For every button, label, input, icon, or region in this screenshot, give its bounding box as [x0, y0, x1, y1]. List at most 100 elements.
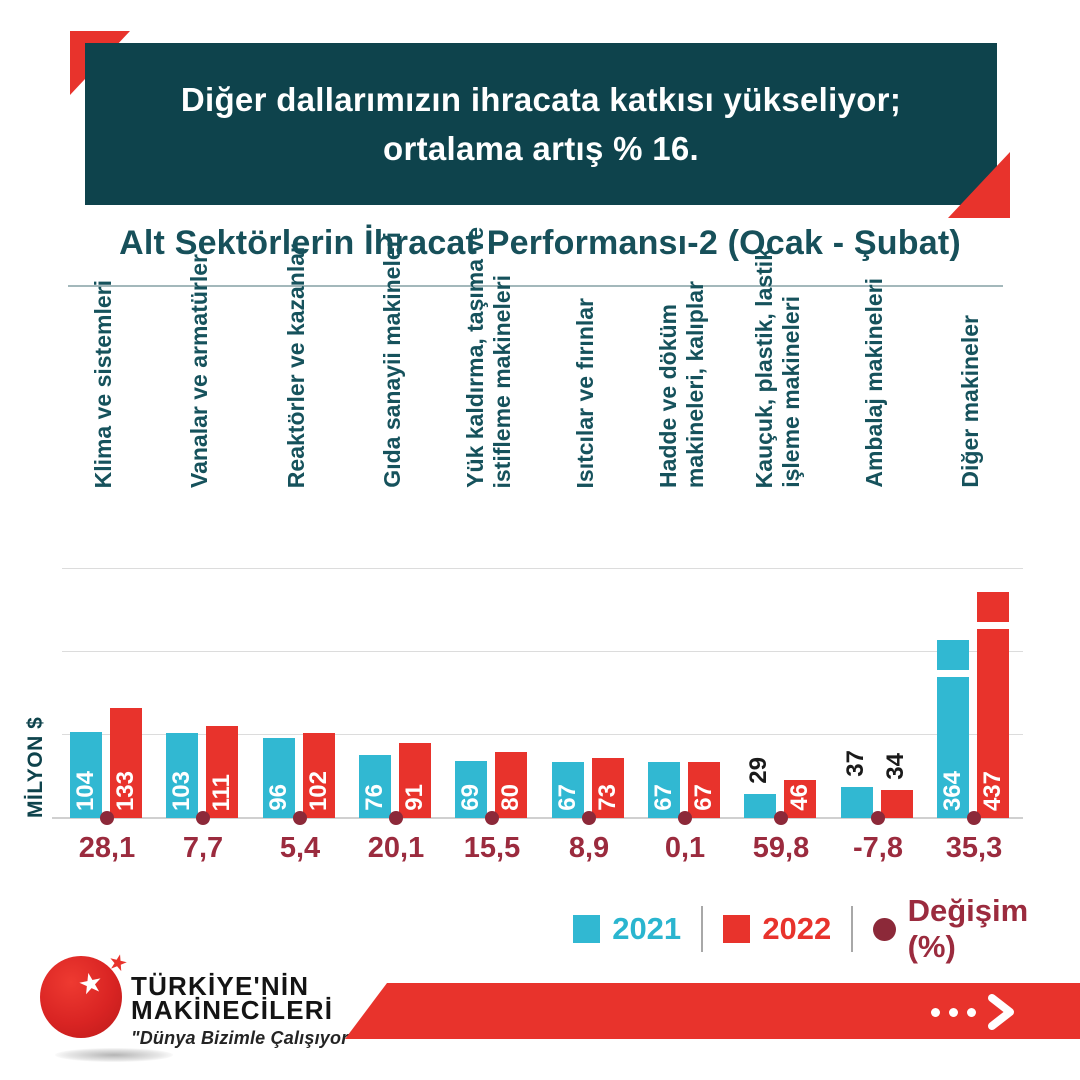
change-dot-icon: [485, 811, 499, 825]
bar-value-label: 364: [938, 770, 966, 811]
change-dot-icon: [774, 811, 788, 825]
bar-value-label: 437: [978, 770, 1006, 811]
change-value: 15,5: [463, 832, 521, 864]
change-dot-icon: [967, 811, 981, 825]
gridline: [62, 651, 1023, 652]
legend-swatch-2022: [723, 915, 751, 943]
category-label: Gıda sanayii makineleri: [379, 232, 407, 488]
bar-2021: 76: [359, 755, 391, 818]
category-label: Isıtcılar ve fırınlar: [572, 297, 600, 488]
header-title-line2: ortalama artış % 16.: [383, 130, 699, 167]
change-value: 59,8: [752, 832, 810, 864]
category-label: Kauçuk, plastik, lastik işleme makineleri: [751, 247, 806, 488]
category-labels: Klima ve sistemleri Vanalar ve armatürler…: [0, 227, 1080, 492]
chart-title: Alt Sektörlerin İhracat Performansı-2 (O…: [119, 224, 961, 262]
bar-value-label: 103: [167, 770, 195, 811]
bar-2022: 46: [784, 780, 816, 818]
bar-2021: 104: [70, 732, 102, 818]
change-value: 5,4: [279, 832, 321, 864]
change-dot-icon: [871, 811, 885, 825]
legend-divider: [851, 906, 854, 952]
change-value: 20,1: [367, 832, 425, 864]
bar-2021: 96: [263, 738, 295, 818]
x-axis-baseline: [52, 817, 1023, 819]
change-dot-icon: [100, 811, 114, 825]
bar-value-label: 67: [553, 784, 581, 811]
more-arrow-button[interactable]: [931, 993, 1017, 1031]
chevron-right-icon: [988, 994, 1014, 1030]
bar-value-label: 37: [842, 750, 869, 777]
change-value: 28,1: [78, 832, 136, 864]
legend-change-dot-icon: [873, 917, 896, 941]
category-label: Reaktörler ve kazanlar: [283, 243, 311, 488]
bar-2021: 364: [937, 677, 969, 818]
category-label-text: Yük kaldırma, taşıma ve: [462, 227, 488, 488]
category-label-text: Kauçuk, plastik, lastik: [751, 247, 777, 488]
category-label-text: Klima ve sistemleri: [90, 279, 116, 488]
category-label-text: Reaktörler ve kazanlar: [283, 243, 309, 488]
category-label-text: işleme makineleri: [778, 296, 804, 488]
y-axis-label: MİLYON $: [24, 716, 47, 818]
chart-legend: 2021 2022 Değişim (%): [573, 893, 1080, 964]
ellipsis-dot-icon: [967, 1007, 976, 1017]
gridline: [62, 734, 1023, 735]
change-dot-icon: [582, 811, 596, 825]
legend-label-2021: 2021: [612, 911, 682, 946]
bar-value-label: 46: [785, 784, 813, 811]
ellipsis-dot-icon: [949, 1007, 958, 1017]
change-value: -7,8: [853, 832, 903, 864]
bar-2022: 133: [110, 708, 142, 818]
bar-2022: 102: [303, 733, 335, 818]
bar-2022: 111: [206, 726, 238, 818]
brand-line1: TÜRKİYE'NİN: [131, 971, 310, 1001]
bar-value-label: 69: [456, 784, 484, 811]
bar-chart-plot: 104 133 28,1 103 111 7,7 96 102 5,4 76 91 20,1 69 80 1…: [0, 540, 1080, 864]
category-label-text: Gıda sanayii makineleri: [379, 232, 405, 488]
change-value: 8,9: [568, 832, 610, 864]
category-label-text: Hadde ve döküm: [655, 303, 681, 488]
bar-value-label: 102: [304, 770, 332, 811]
bar-2021: [744, 794, 776, 818]
bar-value-label: 29: [745, 757, 772, 784]
bar-value-label: 73: [593, 784, 621, 811]
category-label: Klima ve sistemleri: [90, 279, 118, 488]
change-value: 7,7: [182, 832, 224, 864]
footer-banner: [345, 983, 1080, 1039]
logo-shadow: [55, 1048, 173, 1062]
bar-2021: 67: [648, 762, 680, 818]
header-title-line1: Diğer dallarımızın ihracata katkısı yüks…: [180, 81, 902, 118]
legend-divider: [701, 906, 704, 952]
category-label-text: Ambalaj makineleri: [861, 278, 887, 488]
ellipsis-dot-icon: [931, 1007, 940, 1017]
bar-value-label: 133: [111, 770, 139, 811]
category-label: Ambalaj makineleri: [861, 278, 889, 488]
change-dot-icon: [389, 811, 403, 825]
category-separator-line: [68, 285, 1003, 287]
legend-swatch-2021: [573, 915, 601, 943]
bar-2021: [841, 787, 873, 818]
category-label: Vanalar ve armatürler: [186, 254, 214, 488]
bar-value-label: 34: [882, 753, 909, 780]
change-dot-icon: [293, 811, 307, 825]
bar-value-label: 76: [360, 784, 388, 811]
brand-logo-circle: [40, 956, 122, 1038]
legend-label-change: Değişim (%): [907, 893, 1029, 964]
change-dot-icon: [196, 811, 210, 825]
brand-slogan: "Dünya Bizimle Çalışıyor": [131, 1028, 358, 1048]
bar-value-label: 91: [400, 784, 428, 811]
bar-value-label: 111: [207, 773, 235, 811]
bar-2021: 103: [166, 733, 198, 818]
bar-2021: 67: [552, 762, 584, 818]
bar-value-label: 67: [689, 784, 717, 811]
legend-label-2022: 2022: [762, 911, 832, 946]
bar-value-label: 104: [71, 770, 99, 811]
category-label-text: makineleri, kalıplar: [682, 280, 708, 488]
bar-2021: [937, 640, 969, 670]
bar-2022: [977, 592, 1009, 622]
category-label-text: Isıtcılar ve fırınlar: [572, 297, 598, 488]
brand-wordmark: TÜRKİYE'NİN MAKİNECİLERİ "Dünya Bizimle …: [131, 971, 371, 1049]
category-label-text: Diğer makineler: [957, 315, 983, 488]
bar-2022: 73: [592, 758, 624, 818]
bar-2021: 69: [455, 761, 487, 818]
brand-line2: MAKİNECİLERİ: [131, 995, 334, 1025]
